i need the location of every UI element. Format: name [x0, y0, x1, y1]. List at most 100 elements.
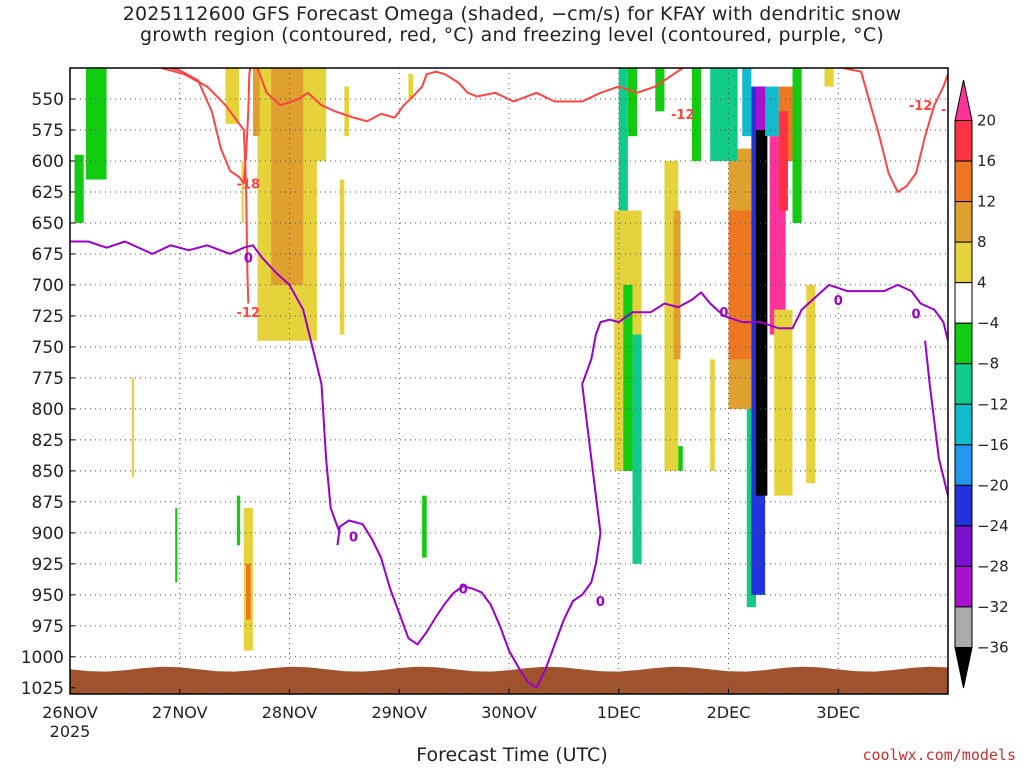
y-tick-label: 625	[32, 183, 64, 203]
y-tick-label: 900	[32, 524, 64, 544]
omega-shade	[632, 334, 642, 564]
source-credit: coolwx.com/models	[862, 746, 1016, 764]
contour-label: -12	[671, 108, 695, 123]
colorbar-bin	[954, 282, 973, 324]
omega-shade	[673, 210, 681, 360]
colorbar-label: −28	[977, 557, 1009, 575]
colorbar-label: 20	[977, 112, 996, 130]
x-tick-label: 28NOV	[262, 703, 318, 722]
contour-line	[842, 68, 948, 193]
colorbar-label: 16	[977, 152, 996, 170]
x-tick-label: 1DEC	[597, 703, 641, 722]
omega-shade	[691, 68, 702, 161]
omega-shade	[86, 68, 107, 180]
y-tick-label: 850	[32, 462, 64, 482]
contour-label: -18	[237, 177, 261, 192]
y-tick-label: 925	[32, 555, 64, 575]
omega-shade	[422, 495, 427, 558]
omega-shade	[618, 68, 628, 285]
colorbar-label: −20	[977, 476, 1009, 494]
plot-frame	[69, 67, 949, 695]
omega-shade	[241, 160, 244, 223]
chart-title: 2025112600 GFS Forecast Omega (shaded, −…	[0, 4, 1024, 46]
contour-label: -12	[237, 306, 261, 321]
omega-shade	[774, 309, 793, 496]
omega-shade	[806, 284, 816, 484]
y-tick-label: 975	[32, 617, 64, 637]
x-tick-label: 26NOV	[42, 703, 98, 722]
y-tick-label: 675	[32, 245, 64, 265]
y-tick-label: 800	[32, 400, 64, 420]
colorbar-bin	[954, 565, 973, 608]
title-line-2: growth region (contoured, red, °C) and f…	[140, 24, 884, 46]
y-tick-label: 1000	[21, 648, 64, 668]
omega-shade	[755, 129, 768, 496]
omega-shade	[344, 86, 349, 137]
colorbar-bin	[954, 160, 973, 203]
y-tick-label: 550	[32, 90, 64, 110]
omega-shade	[728, 210, 752, 360]
omega-shade	[131, 377, 135, 478]
contour-label: -12	[909, 99, 933, 114]
contour-label: 0	[349, 531, 358, 546]
omega-shade	[678, 446, 683, 471]
axes: 550 575 600 625 650 675 700 725 750 775 800 825 850 8…	[21, 67, 949, 741]
omega-shade	[339, 179, 345, 335]
contour-label: 0	[719, 306, 728, 321]
omega-shade	[408, 74, 413, 99]
colorbar-bin	[954, 525, 973, 567]
omega-shade	[271, 68, 304, 285]
x-tick-label: 3DEC	[816, 703, 860, 722]
y-tick-label: 725	[32, 307, 64, 327]
colorbar-bin	[954, 444, 973, 486]
omega-shade	[742, 68, 752, 137]
x-axis-title: Forecast Time (UTC)	[416, 744, 608, 766]
contour-label: 0	[459, 583, 468, 598]
omega-shade	[824, 68, 834, 87]
omega-shade	[792, 68, 802, 223]
y-tick-label: 825	[32, 431, 64, 451]
title-line-1: 2025112600 GFS Forecast Omega (shaded, −…	[122, 3, 902, 25]
x-tick-label: 30NOV	[481, 703, 537, 722]
x-tick-label: 27NOV	[152, 703, 208, 722]
colorbar-bin	[954, 79, 973, 122]
colorbar-label: 8	[977, 233, 987, 251]
y-tick-label: 700	[32, 276, 64, 296]
y-tick-label: 650	[32, 214, 64, 234]
omega-shade	[655, 68, 665, 112]
y-tick-label: 1025	[21, 679, 64, 699]
colorbar-label: −4	[977, 314, 999, 332]
colorbar-label: −8	[977, 355, 999, 373]
colorbar-bin	[954, 606, 973, 648]
contour-line	[161, 68, 250, 304]
x-tick-label: 2DEC	[707, 703, 751, 722]
contour-line	[170, 68, 252, 185]
omega-shade	[765, 86, 779, 137]
colorbar-label: 4	[977, 274, 987, 292]
x-tick-sublabel: 2025	[50, 722, 91, 741]
y-tick-label: 575	[32, 121, 64, 141]
colorbar-label: −32	[977, 598, 1009, 616]
contour-line	[535, 283, 948, 689]
omega-shade	[175, 508, 178, 583]
x-tick-label: 29NOV	[371, 703, 427, 722]
contour-line	[256, 68, 684, 123]
colorbar-bin	[954, 201, 973, 243]
contour-line	[70, 240, 341, 534]
contour-label: 0	[834, 294, 843, 309]
omega-shade	[74, 154, 84, 223]
omega-shade	[714, 68, 738, 161]
y-tick-label: 775	[32, 369, 64, 389]
omega-shade	[252, 68, 260, 137]
y-tick-label: 950	[32, 586, 64, 606]
contour-label: 0	[244, 252, 253, 267]
colorbar-bin	[954, 363, 973, 405]
omega-shade	[623, 284, 633, 471]
colorbar-bin	[954, 322, 973, 365]
omega-shade	[316, 68, 327, 161]
omega-shade	[778, 111, 788, 211]
colorbar-label: −24	[977, 517, 1009, 535]
